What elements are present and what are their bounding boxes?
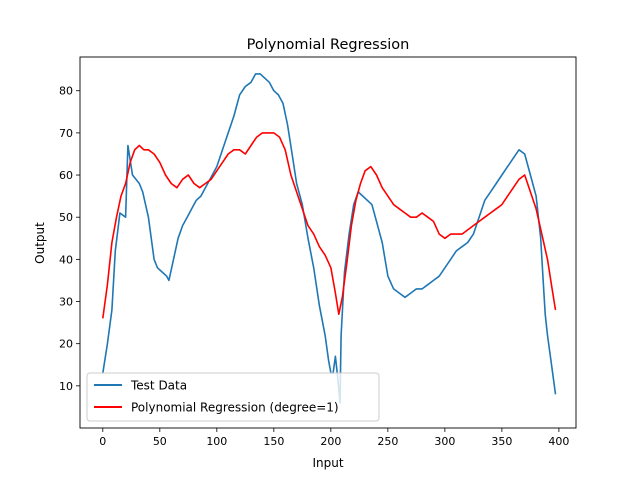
x-tick-label: 250 <box>377 435 398 448</box>
chart-title: Polynomial Regression <box>247 37 410 53</box>
plot-area <box>80 57 576 428</box>
y-tick-label: 30 <box>59 296 73 309</box>
y-tick-label: 60 <box>59 169 73 182</box>
x-tick-label: 350 <box>491 435 512 448</box>
x-tick-label: 0 <box>99 435 106 448</box>
x-tick-label: 100 <box>206 435 227 448</box>
legend-label-regression: Polynomial Regression (degree=1) <box>131 401 339 415</box>
series-line-regression <box>102 132 557 319</box>
x-tick-label: 200 <box>320 435 341 448</box>
y-tick-label: 50 <box>59 211 73 224</box>
axis-ticks: 0 50 100 150 200 250 300 350 400 10 20 30 40 50 60 70 80 <box>59 85 569 448</box>
y-tick-label: 10 <box>59 380 73 393</box>
x-axis-label: Input <box>312 456 343 470</box>
legend-box <box>86 372 380 422</box>
x-tick-label: 150 <box>263 435 284 448</box>
plot-frame <box>79 56 577 429</box>
y-tick-label: 20 <box>59 338 73 351</box>
legend: Test Data Polynomial Regression (degree=… <box>86 372 380 422</box>
y-tick-label: 70 <box>59 127 73 140</box>
y-tick-label: 40 <box>59 253 73 266</box>
y-axis-label: Output <box>33 222 47 264</box>
x-tick-label: 400 <box>548 435 569 448</box>
x-tick-label: 300 <box>434 435 455 448</box>
legend-label-test-data: Test Data <box>130 379 187 393</box>
y-tick-label: 80 <box>59 85 73 98</box>
x-tick-label: 50 <box>153 435 167 448</box>
